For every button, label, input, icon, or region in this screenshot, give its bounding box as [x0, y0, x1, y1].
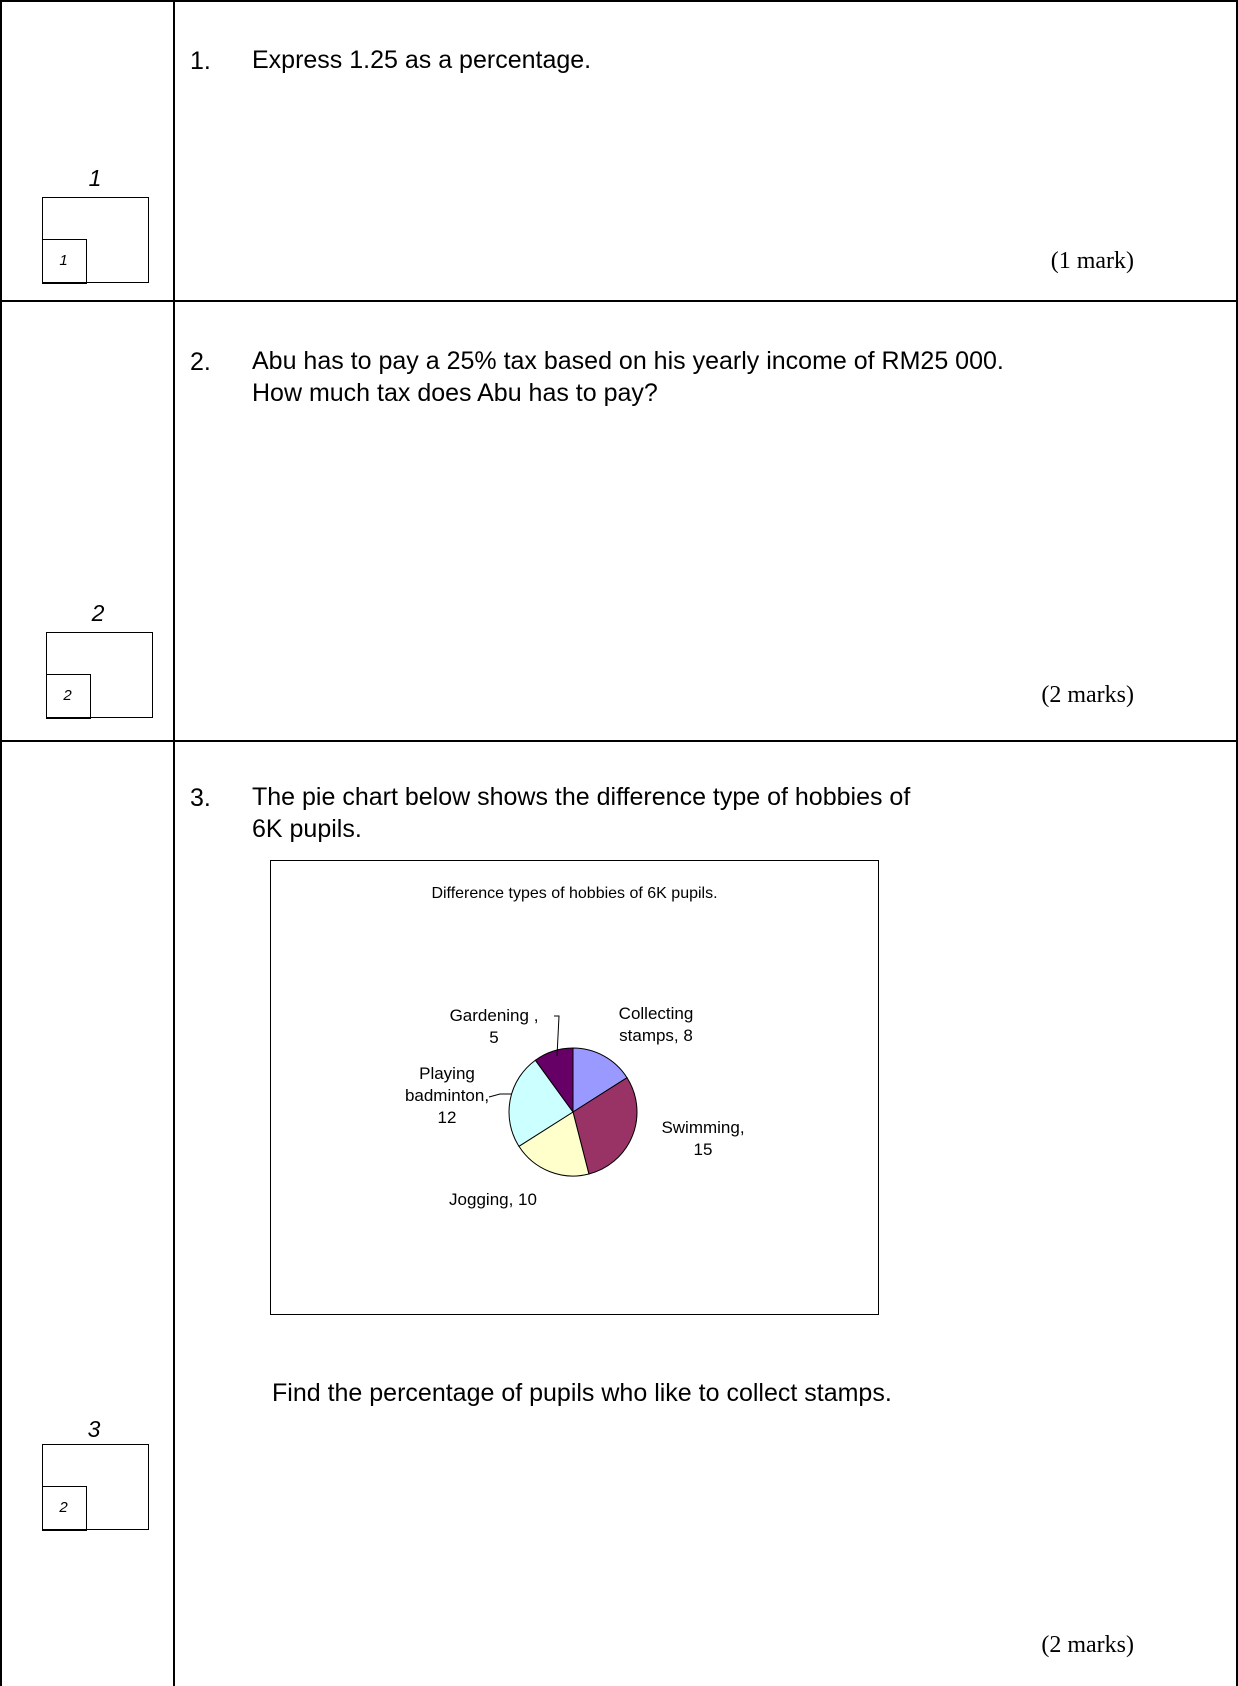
question-number: 1. — [190, 47, 211, 75]
pie-slice-gardening — [534, 1047, 574, 1114]
mark-box-inner: 2 — [41, 1485, 87, 1531]
mark-box-marks: 2 — [63, 687, 72, 704]
pie-chart: Collecting stamps, 8 Swimming, 15 Jogging, 1… — [405, 1004, 745, 1209]
follow-up-question: Find the percentage of pupils who like t… — [272, 1379, 892, 1407]
table-left-border — [0, 0, 2, 1686]
table-right-border — [1236, 0, 1238, 1686]
mark-box-number: 2 — [91, 600, 105, 626]
mark-box-marks: 2 — [59, 1499, 68, 1516]
question-text-line-1: The pie chart below shows the difference… — [252, 783, 911, 811]
row-divider-2 — [0, 740, 1238, 742]
mark-box: 2 — [41, 1444, 149, 1531]
mark-box: 2 — [45, 632, 153, 719]
row-divider-1 — [0, 300, 1238, 302]
table-column-divider — [173, 0, 175, 1686]
pie-slice-playing-badminton — [508, 1059, 574, 1147]
question-text: Express 1.25 as a percentage. — [252, 46, 592, 74]
mark-box-number: 1 — [88, 165, 102, 191]
pie-slice-collecting-stamps — [572, 1047, 628, 1113]
mark-box-number: 3 — [87, 1416, 101, 1442]
pie-slice-label: Gardening ,5 — [450, 1006, 539, 1047]
leader-line — [488, 1093, 512, 1098]
question-number: 2. — [190, 348, 211, 376]
marks-label: (1 mark) — [1050, 248, 1134, 274]
mark-box: 1 — [41, 197, 149, 284]
question-text-line-1: Abu has to pay a 25% tax based on his ye… — [252, 347, 1004, 375]
pie-slice-label: Collecting stamps, 8 — [619, 1004, 694, 1045]
pie-chart-frame: Difference types of hobbies of 6K pupils… — [270, 860, 879, 1315]
leader-line — [554, 1015, 560, 1057]
mark-box-marks: 1 — [59, 252, 68, 269]
pie-slice-label: Swimming, 15 — [661, 1118, 744, 1159]
marks-label: (2 marks) — [1041, 1632, 1134, 1658]
question-text-line-2: How much tax does Abu has to pay? — [252, 379, 658, 407]
table-top-border — [0, 0, 1238, 2]
marks-label: (2 marks) — [1041, 682, 1134, 708]
question-text-line-2: 6K pupils. — [252, 815, 362, 843]
pie-slice-jogging — [518, 1111, 590, 1177]
mark-box-inner: 2 — [45, 673, 91, 719]
mark-box-inner: 1 — [41, 238, 87, 284]
chart-title: Difference types of hobbies of 6K pupils… — [431, 885, 718, 902]
pie-slice-label: Playing badminton, 12 — [405, 1064, 489, 1127]
pie-slice-swimming — [572, 1077, 638, 1175]
pie-slice-label: Jogging, 10 — [449, 1190, 537, 1209]
question-number: 3. — [190, 784, 211, 812]
